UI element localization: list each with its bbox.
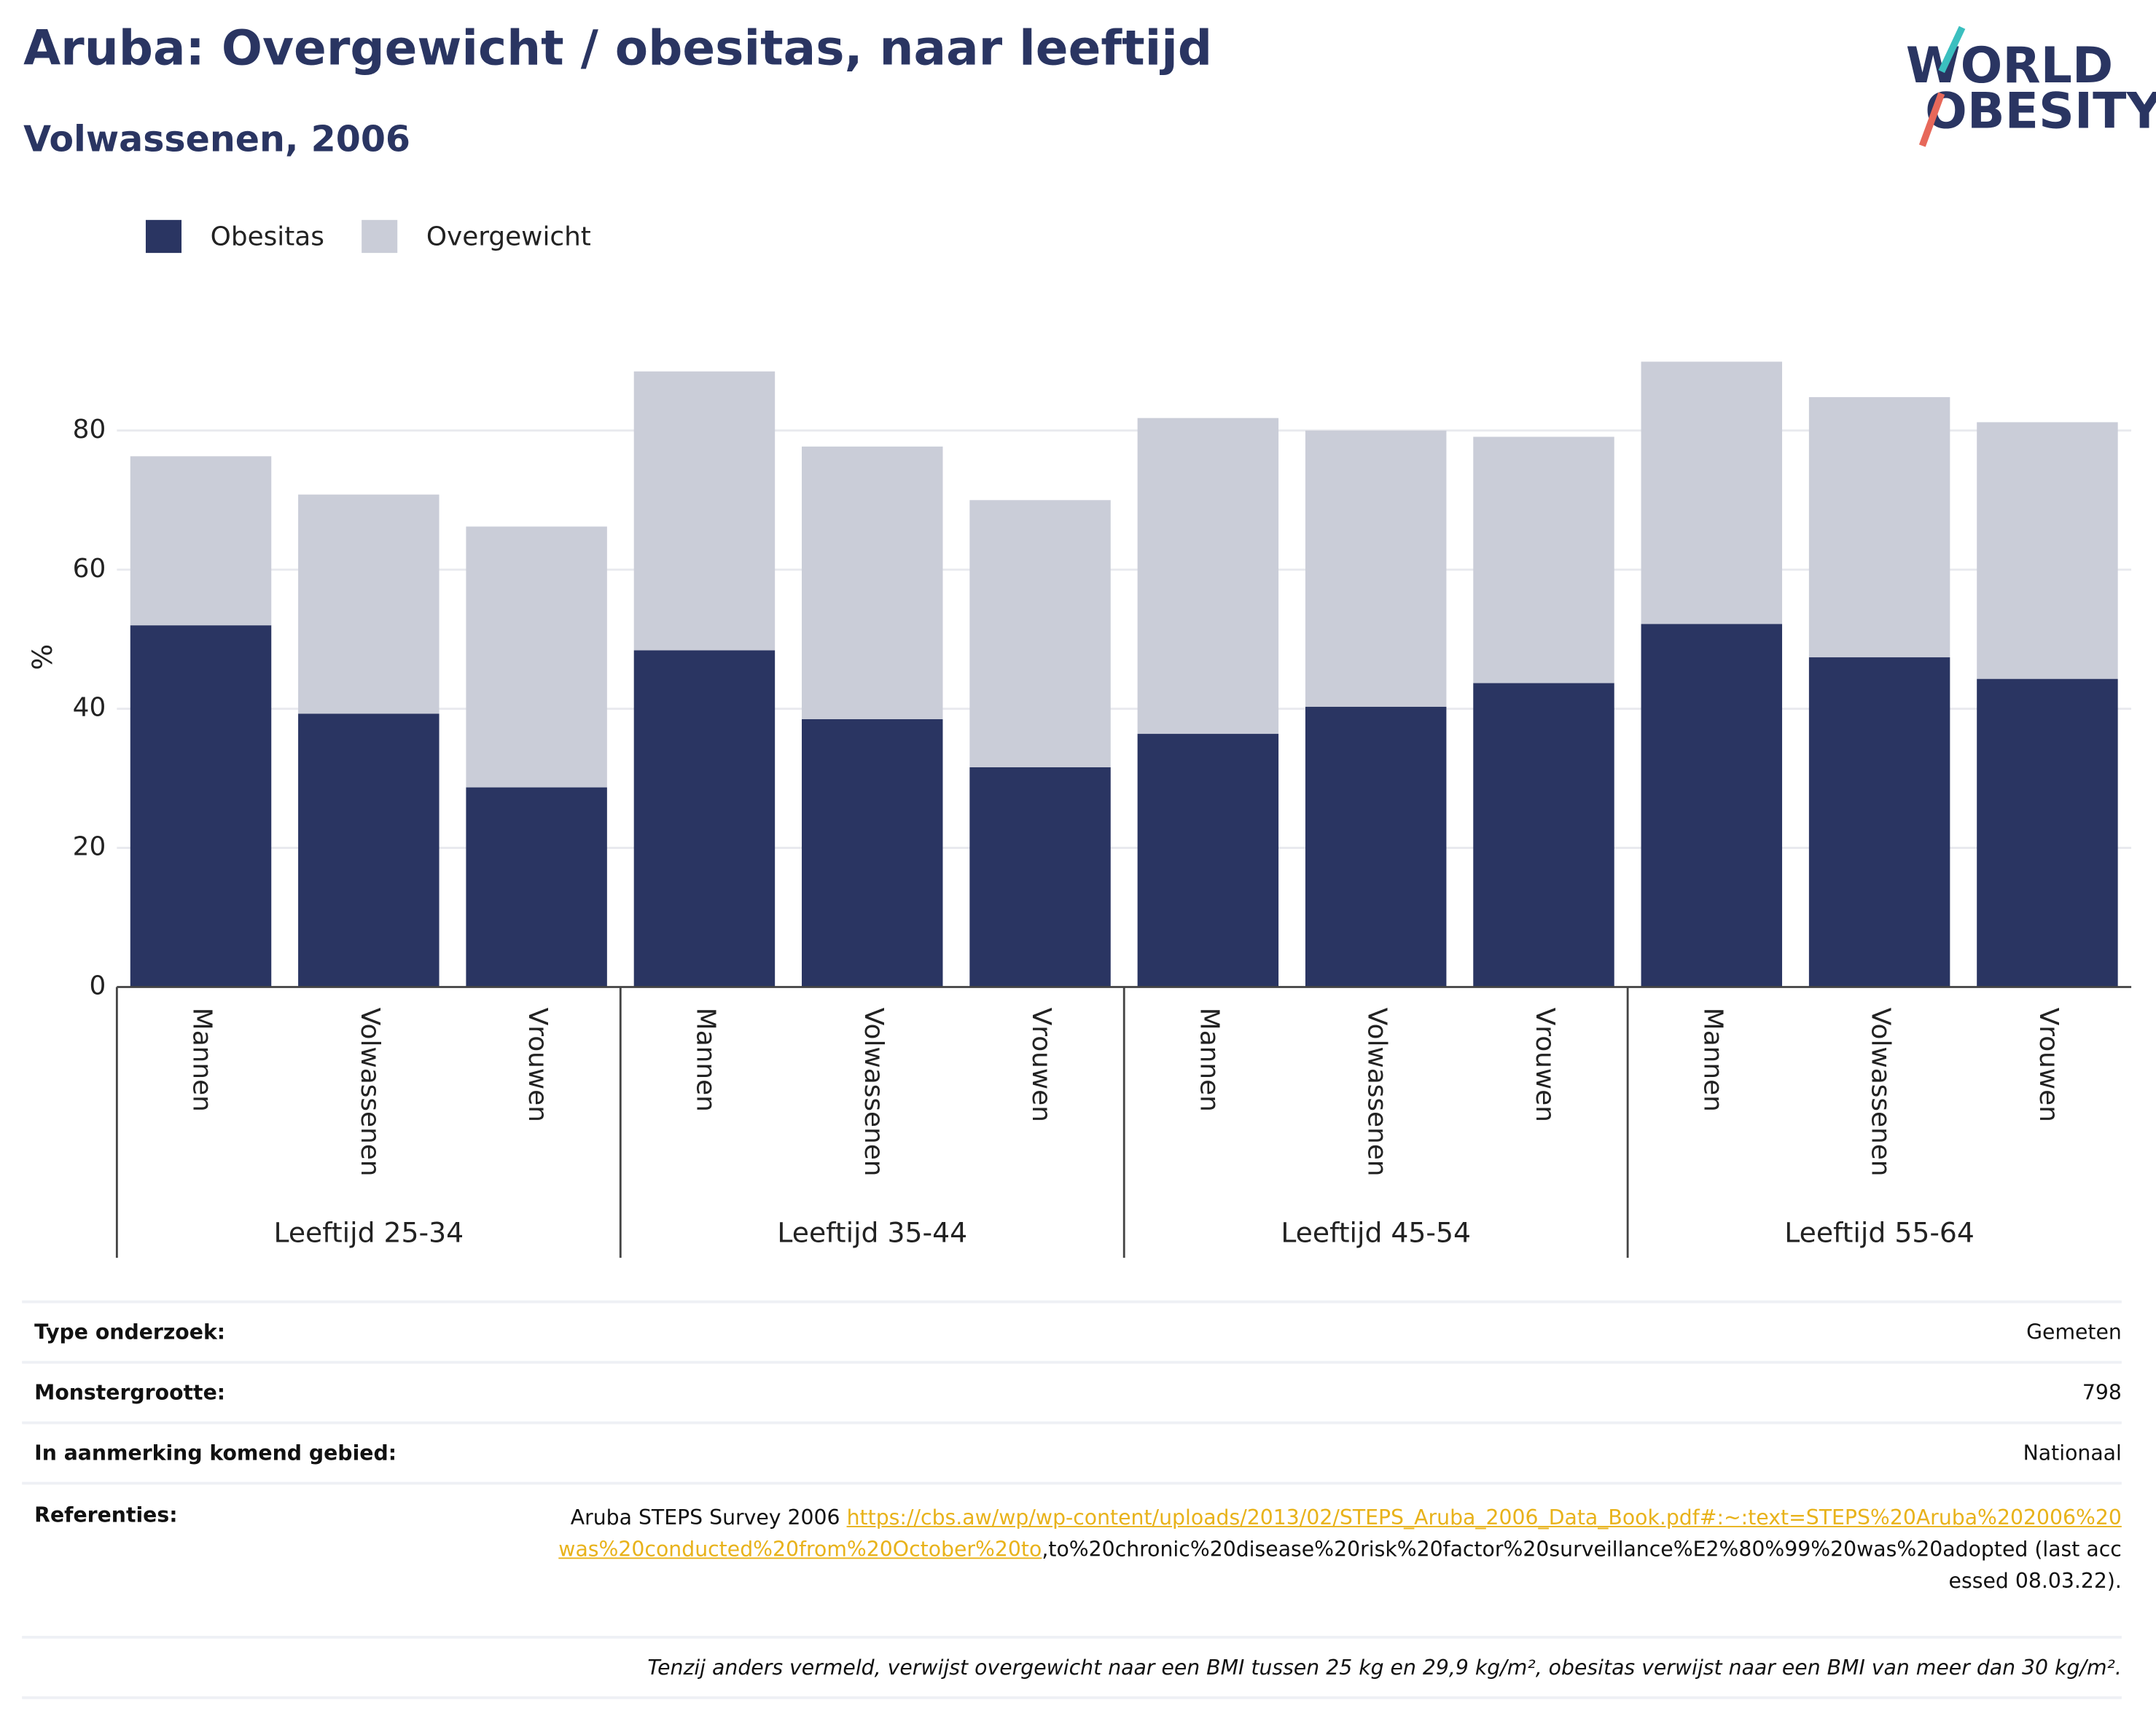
bar-segment [969,767,1111,987]
detail-row: Monstergrootte: 798 [22,1360,2122,1422]
footnote-text: Tenzij anders vermeld, verwijst overgewi… [647,1655,2122,1680]
detail-label: Monstergrootte: [34,1380,226,1406]
detail-label: Referenties: [34,1502,178,1527]
logo-slash [1938,26,1966,74]
y-tick-label: 20 [73,832,106,862]
detail-value: Gemeten [2026,1320,2122,1344]
reference: Aruba STEPS Survey 2006 https://cbs.aw/w… [554,1503,2122,1636]
reference-text: Aruba STEPS Survey 2006 [570,1505,847,1530]
bar-segment [1473,436,1614,684]
x-tick-label: Mannen [1194,1008,1224,1112]
x-tick-label: Volwassenen [355,1008,385,1177]
group-label: Leeftijd 35-44 [777,1217,967,1249]
reference-link[interactable]: https://cbs.aw/wp/wp-content/uploads/201… [558,1505,2122,1562]
x-tick-label: Vrouwen [523,1008,552,1122]
bar-segment [130,456,272,626]
legend-label: Obesitas [211,222,324,251]
bar-segment [1137,418,1279,735]
chart: Aruba: Overgewicht / obesitas, naar leef… [23,20,2156,1258]
logo-text: OBESITY [1925,82,2156,140]
bar-segment [1641,624,1783,987]
x-tick-label: Mannen [690,1008,720,1112]
group-label: Leeftijd 45-54 [1281,1217,1471,1249]
bar-segment [1305,430,1447,707]
detail-row: In aanmerking komend gebied: Nationaal [22,1421,2122,1482]
y-tick-label: 0 [89,971,106,1001]
detail-label: Type onderzoek: [34,1320,226,1344]
y-tick-label: 60 [73,554,106,584]
bar-segment [1808,397,1950,658]
bar-segment [1977,678,2118,987]
bar-segment [1137,734,1279,987]
bar-segment [130,625,272,987]
y-axis-label: % [26,644,58,670]
x-tick-label: Volwassenen [1362,1008,1392,1177]
bar-segment [466,787,607,987]
x-tick-label: Mannen [1698,1008,1727,1112]
reference-text: ,to%20chronic%20disease%20risk%20factor%… [1042,1537,2122,1594]
bar-segment [802,446,943,719]
detail-label: In aanmerking komend gebied: [34,1441,397,1466]
y-tick-label: 80 [73,415,106,444]
bar-segment [1305,706,1447,987]
bar-segment [1641,361,1783,624]
legend-swatch [145,219,182,254]
bar-segment [633,371,776,651]
x-tick-label: Mannen [187,1008,217,1112]
bar-segment [633,650,776,987]
x-tick-label: Volwassenen [1866,1008,1896,1177]
detail-row: Referenties: Aruba STEPS Survey 2006 http… [22,1481,2122,1636]
x-tick-label: Vrouwen [1530,1008,1560,1122]
group-label: Leeftijd 55-64 [1784,1217,1975,1249]
logo-slash [1918,92,1945,147]
x-tick-label: Vrouwen [2034,1008,2063,1122]
bar-segment [802,718,943,987]
bar-segment [969,500,1111,767]
legend-label: Overgewicht [426,222,591,251]
detail-value: 798 [2082,1380,2122,1406]
chart-subtitle: Volwassenen, 2006 [23,118,410,160]
detail-row: Type onderzoek: Gemeten [22,1300,2122,1361]
chart-title: Aruba: Overgewicht / obesitas, naar leef… [23,20,1212,77]
bar-segment [1808,657,1950,987]
bar-segment [298,713,440,987]
footnote: Tenzij anders vermeld, verwijst overgewi… [22,1635,2122,1699]
x-tick-label: Vrouwen [1026,1008,1056,1122]
group-label: Leeftijd 25-34 [273,1217,464,1249]
x-tick-label: Volwassenen [859,1008,888,1177]
bar-segment [466,526,607,788]
y-tick-label: 40 [73,693,106,723]
detail-value: Nationaal [2023,1441,2122,1466]
bar-segment [298,494,440,714]
bar-segment [1473,683,1614,987]
legend-swatch [362,219,398,254]
bar-segment [1977,422,2118,679]
